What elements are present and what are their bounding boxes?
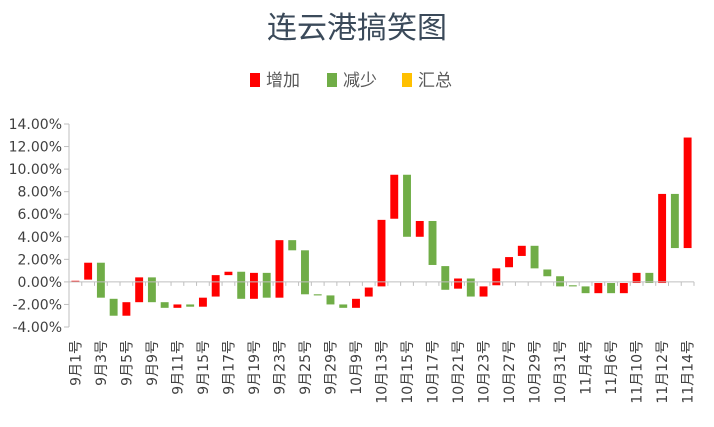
x-tick-label: 9月1号 <box>68 340 84 386</box>
y-tick-label: 4.00% <box>18 230 62 246</box>
bar <box>568 285 577 287</box>
bar <box>645 272 654 284</box>
y-tick-label: -2.00% <box>12 297 62 313</box>
legend-label: 减少 <box>343 71 377 91</box>
bar <box>594 283 603 294</box>
bar <box>301 250 309 295</box>
bar <box>415 220 424 237</box>
y-tick-label: -4.00% <box>12 320 62 336</box>
x-tick-label: 9月15号 <box>196 340 212 395</box>
bar <box>466 278 475 297</box>
x-tick-label: 10月21号 <box>451 340 467 404</box>
x-axis: 9月1号 9月3号 9月5号 9月9号 9月11号 9月15号 9月17号 9月19号 9月23… <box>68 281 697 404</box>
x-tick-label: 9月29号 <box>323 340 339 395</box>
bars <box>71 137 692 316</box>
bar <box>160 302 169 308</box>
bar <box>186 304 195 307</box>
bar <box>390 174 399 219</box>
y-axis: -4.00% -2.00% 0.00% 2.00% 4.00% 6.00% 8.00% 10.… <box>9 117 70 336</box>
bar <box>581 286 590 294</box>
legend: 增加 减少 汇总 <box>250 71 452 91</box>
x-tick-label: 10月31号 <box>553 340 569 404</box>
bar <box>249 272 258 299</box>
x-tick-label: 10月17号 <box>426 340 442 404</box>
bar <box>96 262 105 298</box>
bar <box>505 257 514 268</box>
x-tick-label: 10月15号 <box>400 340 416 404</box>
bar <box>147 277 156 303</box>
bar <box>517 245 526 256</box>
bar <box>237 271 246 299</box>
legend-swatch <box>402 73 412 87</box>
x-tick-label: 9月17号 <box>221 340 237 395</box>
x-tick-label: 9月25号 <box>298 340 314 395</box>
bar <box>109 298 118 316</box>
bar <box>173 304 182 308</box>
bar <box>313 294 322 296</box>
bar <box>339 304 348 308</box>
bar <box>224 271 233 276</box>
x-tick-label: 11月10号 <box>630 340 646 404</box>
legend-swatch <box>327 73 337 87</box>
x-tick-label: 9月11号 <box>170 340 186 395</box>
y-tick-label: 10.00% <box>9 162 62 178</box>
x-tick-label: 9月23号 <box>272 340 288 395</box>
x-tick-label: 9月9号 <box>145 340 161 386</box>
y-tick-label: 8.00% <box>18 185 62 201</box>
y-tick-label: 2.00% <box>18 252 62 268</box>
bar <box>377 219 386 287</box>
bar <box>441 266 450 290</box>
bar <box>84 262 93 280</box>
x-tick-label: 10月27号 <box>502 340 518 404</box>
bar <box>607 283 616 294</box>
bar <box>530 245 539 269</box>
y-tick-label: 12.00% <box>9 140 62 156</box>
bar <box>658 193 667 284</box>
bar <box>632 272 641 284</box>
bar <box>670 193 679 249</box>
x-tick-label: 10月9号 <box>349 340 365 395</box>
bar <box>479 286 488 297</box>
x-tick-label: 11月12号 <box>655 340 671 404</box>
x-tick-label: 11月4号 <box>579 340 595 395</box>
bar <box>364 287 373 297</box>
x-tick-label: 11月14号 <box>681 340 697 404</box>
bar <box>428 220 437 265</box>
bar <box>403 174 411 237</box>
chart-title: 连云港搞笑图 <box>267 11 447 46</box>
x-tick-label: 9月3号 <box>94 340 110 386</box>
x-tick-label: 11月6号 <box>604 340 620 395</box>
bar <box>71 280 80 282</box>
bar <box>492 268 501 286</box>
legend-label: 增加 <box>266 71 300 91</box>
bar <box>556 276 565 287</box>
bar <box>198 297 207 307</box>
bar <box>619 283 628 294</box>
bar <box>122 302 131 316</box>
bar <box>543 269 552 277</box>
x-tick-label: 10月23号 <box>477 340 493 404</box>
y-tick-label: 14.00% <box>9 117 62 133</box>
x-tick-label: 10月29号 <box>528 340 544 404</box>
legend-label: 汇总 <box>418 71 452 91</box>
y-tick-label: 6.00% <box>18 207 62 223</box>
x-tick-label: 9月19号 <box>247 340 263 395</box>
bar <box>211 275 220 297</box>
bar <box>352 298 360 308</box>
bar <box>262 272 271 298</box>
bar <box>135 277 144 303</box>
y-tick-label: 0.00% <box>18 275 62 291</box>
bar <box>288 240 297 251</box>
x-tick-label: 9月5号 <box>119 340 135 386</box>
bar <box>683 137 692 249</box>
bar <box>326 295 335 305</box>
legend-swatch <box>250 73 260 87</box>
bar <box>275 240 284 298</box>
bar <box>454 278 462 289</box>
x-tick-label: 10月13号 <box>375 340 391 404</box>
